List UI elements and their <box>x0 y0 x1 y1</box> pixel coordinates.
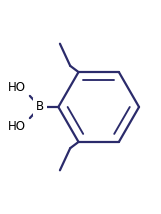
Text: HO: HO <box>7 81 25 94</box>
Text: HO: HO <box>7 120 25 133</box>
Text: B: B <box>36 101 44 113</box>
